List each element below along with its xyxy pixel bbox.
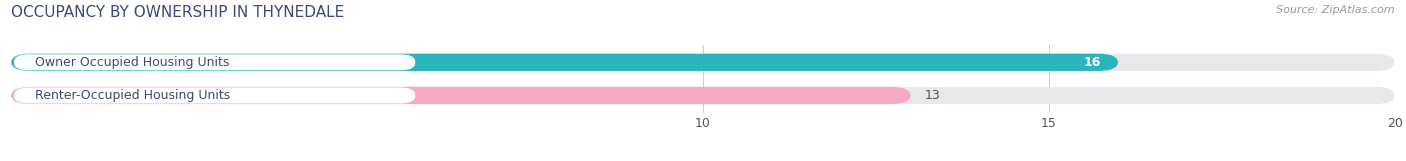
Text: 13: 13 [924,89,941,102]
Text: Source: ZipAtlas.com: Source: ZipAtlas.com [1277,5,1395,15]
FancyBboxPatch shape [14,87,415,104]
FancyBboxPatch shape [11,87,1395,104]
Text: OCCUPANCY BY OWNERSHIP IN THYNEDALE: OCCUPANCY BY OWNERSHIP IN THYNEDALE [11,5,344,20]
FancyBboxPatch shape [11,54,1395,71]
Text: Owner Occupied Housing Units: Owner Occupied Housing Units [35,56,229,69]
Text: 16: 16 [1084,56,1101,69]
FancyBboxPatch shape [11,87,911,104]
Text: Renter-Occupied Housing Units: Renter-Occupied Housing Units [35,89,231,102]
FancyBboxPatch shape [14,54,415,70]
FancyBboxPatch shape [11,54,1118,71]
